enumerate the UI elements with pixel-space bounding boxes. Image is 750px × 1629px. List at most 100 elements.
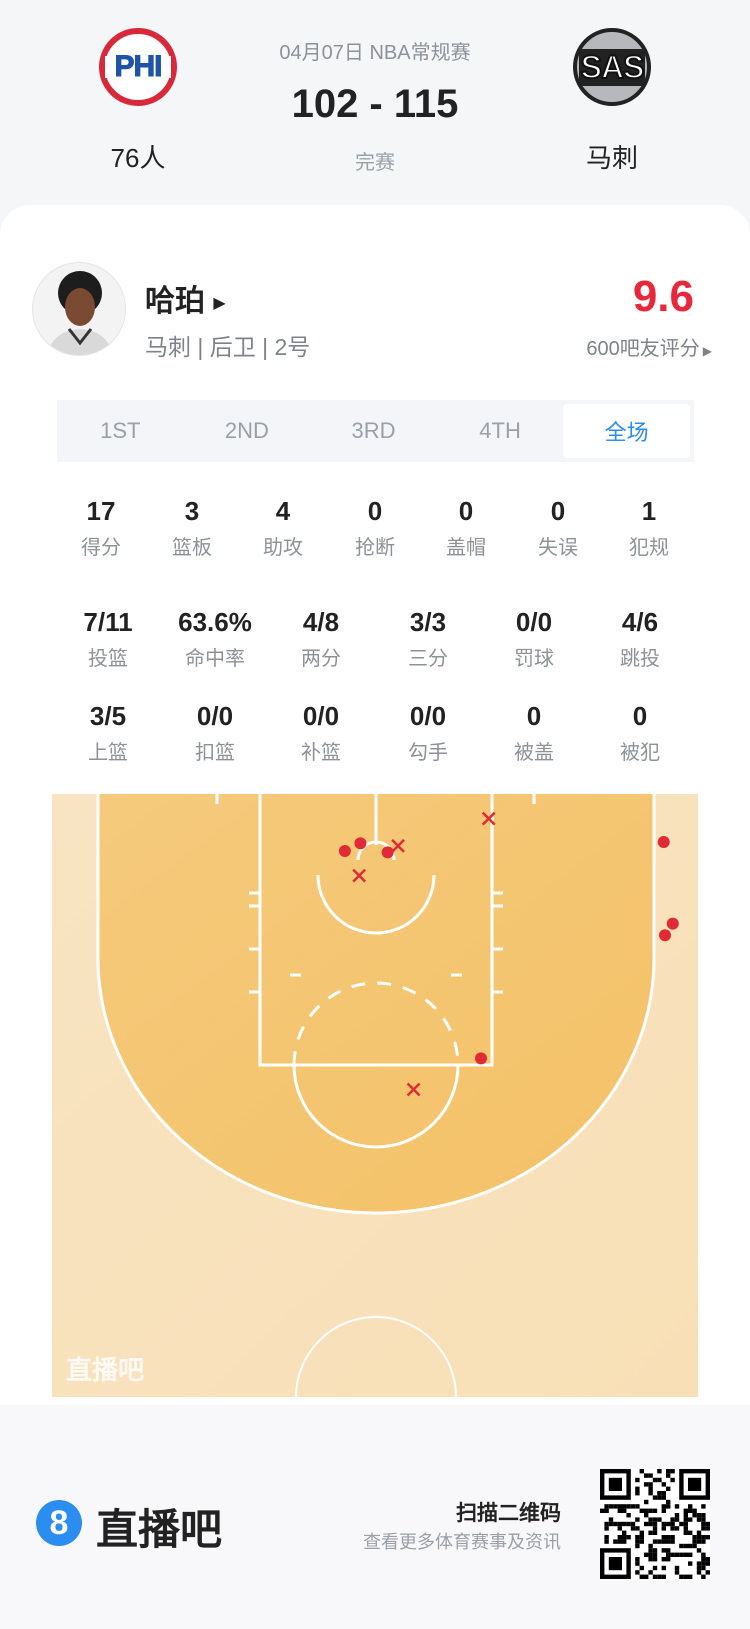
home-team-logo[interactable]: PHI xyxy=(99,28,177,106)
stat-value: 1 xyxy=(641,496,657,526)
stat-item: 0 失误 xyxy=(503,495,613,560)
stat-item: 63.6% 命中率 xyxy=(160,606,270,671)
brand-logo-icon: 8 xyxy=(36,1500,82,1546)
caret-right-icon: ▶ xyxy=(213,295,226,313)
stat-label: 犯规 xyxy=(629,537,669,559)
brand-name: 直播吧 xyxy=(96,1506,223,1553)
shot-made xyxy=(657,835,670,848)
stat-item: 4 助攻 xyxy=(228,495,338,560)
stat-value: 17 xyxy=(86,496,116,526)
shots xyxy=(338,811,679,1097)
stat-value: 3/5 xyxy=(89,701,127,731)
stat-label: 命中率 xyxy=(185,648,245,670)
tab-2nd[interactable]: 2ND xyxy=(224,418,269,443)
home-team-name: 76人 xyxy=(110,143,166,173)
shot-made xyxy=(354,837,367,850)
stat-label: 跳投 xyxy=(620,648,660,670)
shot-made xyxy=(474,1052,487,1065)
shot-missed xyxy=(406,1082,421,1097)
ft-circle-bottom xyxy=(292,1064,460,1149)
match-status: 完赛 xyxy=(355,152,395,174)
stat-value: 0/0 xyxy=(515,607,553,637)
stat-value: 7/11 xyxy=(83,607,133,637)
tab-4th[interactable]: 4TH xyxy=(479,418,521,443)
shot-made xyxy=(381,846,394,859)
shot-chart: 直播吧 xyxy=(52,794,698,1397)
stat-item: 1 犯规 xyxy=(594,495,704,560)
stat-value: 3 xyxy=(184,496,200,526)
shot-made xyxy=(666,917,679,930)
scan-subtitle: 查看更多体育赛事及资讯 xyxy=(363,1532,561,1552)
stat-value: 63.6% xyxy=(178,607,252,637)
stat-item: 4/6 跳投 xyxy=(585,606,695,671)
three-point-line xyxy=(96,794,656,1215)
shot-missed xyxy=(352,868,367,883)
shot-made xyxy=(659,929,672,942)
stat-value: 0/0 xyxy=(409,701,447,731)
tab-full-game[interactable]: 全场 xyxy=(563,404,690,458)
stat-item: 17 得分 xyxy=(46,495,156,560)
stat-item: 3/5 上篮 xyxy=(53,700,163,765)
stat-item: 4/8 两分 xyxy=(266,606,376,671)
stat-item: 0 被犯 xyxy=(585,700,695,765)
stat-label: 盖帽 xyxy=(446,537,486,559)
rating-link[interactable]: 600吧友评分 ▶ xyxy=(586,332,712,361)
stat-label: 失误 xyxy=(538,537,578,559)
stat-item: 0 被盖 xyxy=(479,700,589,765)
player-name-link[interactable]: 哈珀 ▶ xyxy=(145,276,226,320)
stat-label: 投篮 xyxy=(88,648,128,670)
stat-label: 勾手 xyxy=(408,742,448,764)
stat-label: 抢断 xyxy=(355,537,395,559)
stat-value: 0 xyxy=(458,496,474,526)
top-ticks xyxy=(215,794,536,804)
watermark: 直播吧 xyxy=(66,1355,144,1385)
stat-value: 0 xyxy=(526,701,542,731)
stat-item: 0 盖帽 xyxy=(411,495,521,560)
stat-item: 0/0 罚球 xyxy=(479,606,589,671)
stat-label: 补篮 xyxy=(301,742,341,764)
player-name: 哈珀 xyxy=(145,285,205,318)
player-avatar[interactable] xyxy=(32,262,126,356)
shot-made xyxy=(338,845,351,858)
stat-value: 4/6 xyxy=(621,607,659,637)
stat-label: 被犯 xyxy=(620,742,660,764)
stat-item: 0/0 补篮 xyxy=(266,700,376,765)
qr-code[interactable] xyxy=(600,1469,710,1579)
stat-label: 两分 xyxy=(301,648,341,670)
away-team-name: 马刺 xyxy=(585,143,638,173)
stat-item: 0/0 勾手 xyxy=(373,700,483,765)
shot-missed xyxy=(391,838,405,853)
stat-label: 被盖 xyxy=(514,742,554,764)
center-circle xyxy=(295,1316,457,1397)
stat-value: 0 xyxy=(367,496,383,526)
tab-3rd[interactable]: 3RD xyxy=(351,418,396,443)
stat-label: 上篮 xyxy=(88,742,128,764)
lower-arc xyxy=(316,874,436,935)
ft-circle-top xyxy=(292,981,460,1066)
stat-item: 3 篮板 xyxy=(137,495,247,560)
stat-item: 3/3 三分 xyxy=(373,606,483,671)
player-rating: 9.6 xyxy=(632,272,694,321)
period-tabs: 1ST 2ND 3RD 4TH 全场 xyxy=(57,400,694,462)
away-team-logo[interactable]: SAS xyxy=(573,28,651,106)
stat-label: 篮板 xyxy=(172,537,212,559)
stat-value: 0 xyxy=(550,496,566,526)
stat-label: 三分 xyxy=(408,648,448,670)
player-info: 马刺 | 后卫 | 2号 xyxy=(145,334,311,360)
tab-1st[interactable]: 1ST xyxy=(100,418,141,443)
court-lines xyxy=(96,794,656,1397)
rating-label: 600吧友评分 xyxy=(586,338,700,360)
shot-missed xyxy=(481,811,496,826)
stat-value: 0/0 xyxy=(302,701,340,731)
scan-title: 扫描二维码 xyxy=(456,1502,561,1525)
stat-value: 0/0 xyxy=(196,701,234,731)
stat-value: 3/3 xyxy=(409,607,447,637)
stat-label: 得分 xyxy=(81,537,121,559)
stat-value: 0 xyxy=(632,701,648,731)
caret-right-icon: ▶ xyxy=(702,344,712,358)
stat-label: 扣篮 xyxy=(195,742,235,764)
stat-item: 0/0 扣篮 xyxy=(160,700,270,765)
match-date-league: 04月07日 NBA常规赛 xyxy=(279,42,471,64)
stat-value: 4/8 xyxy=(302,607,340,637)
stat-label: 助攻 xyxy=(263,537,303,559)
